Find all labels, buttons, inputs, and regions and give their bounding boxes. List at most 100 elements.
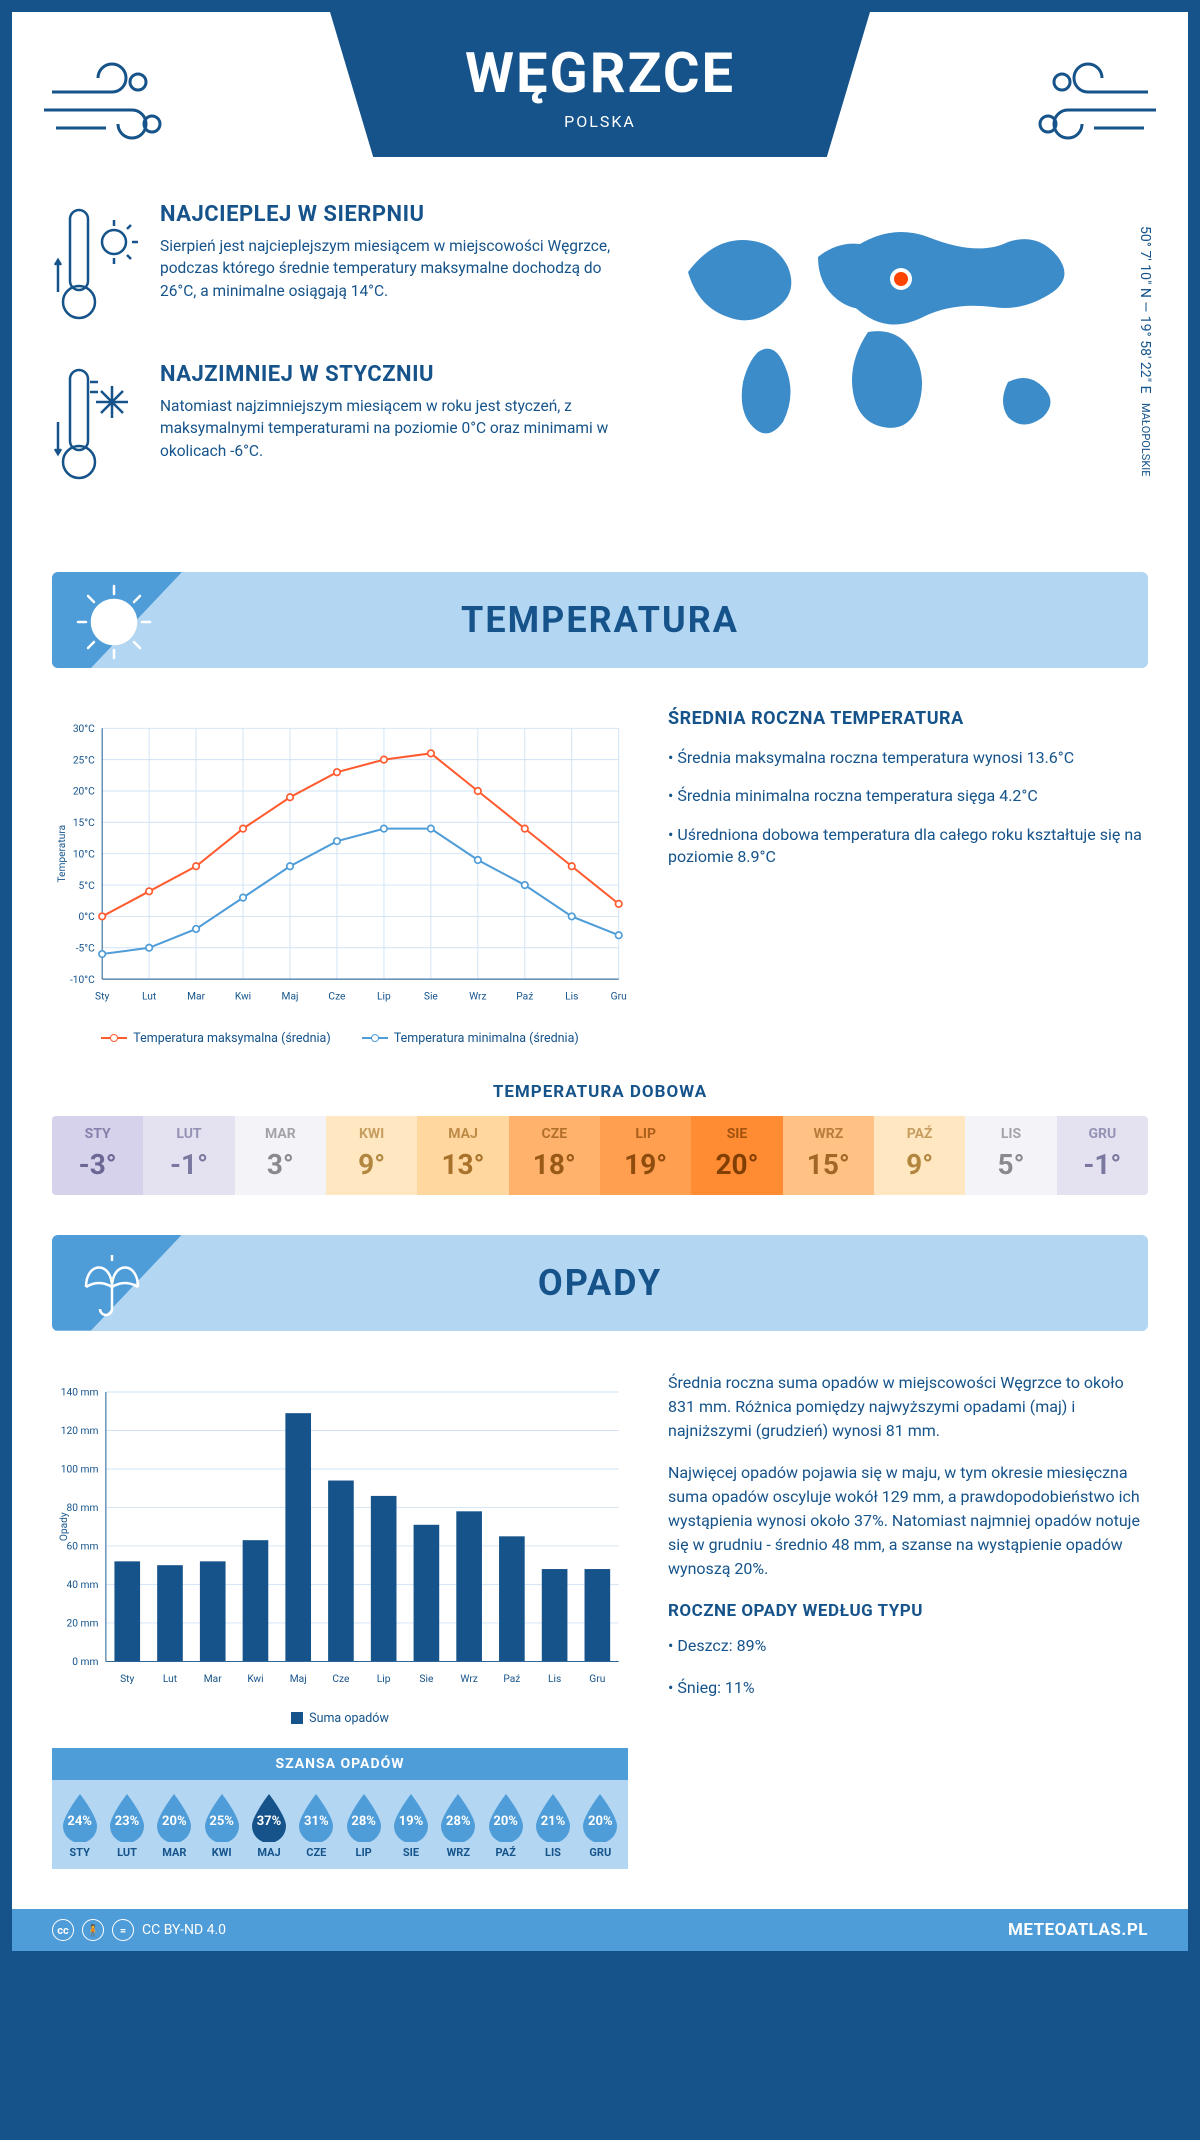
svg-text:Maj: Maj (282, 992, 299, 1003)
daily-temp-title: TEMPERATURA DOBOWA (12, 1082, 1188, 1102)
wind-icon (42, 52, 172, 166)
hottest-text: Sierpień jest najcieplejszym miesiącem w… (160, 235, 628, 302)
svg-text:120 mm: 120 mm (61, 1426, 99, 1437)
by-icon: 🧍 (82, 1919, 104, 1941)
chance-drop: 37% MAJ (245, 1792, 292, 1859)
sun-icon (72, 580, 156, 668)
svg-text:0 mm: 0 mm (72, 1657, 98, 1668)
svg-text:Cze: Cze (328, 992, 346, 1003)
svg-text:0°C: 0°C (79, 912, 96, 923)
coldest-info: NAJZIMNIEJ W STYCZNIU Natomiast najzimni… (52, 362, 628, 496)
svg-text:Gru: Gru (589, 1673, 605, 1684)
temperature-section-banner: TEMPERATURA (52, 572, 1148, 668)
svg-text:Mar: Mar (187, 992, 205, 1003)
chance-drop: 19% SIE (387, 1792, 434, 1859)
svg-text:Opady: Opady (59, 1512, 70, 1541)
svg-text:15°C: 15°C (73, 818, 95, 829)
svg-text:30°C: 30°C (73, 724, 95, 735)
svg-text:Lis: Lis (548, 1673, 561, 1684)
svg-text:Sty: Sty (95, 992, 109, 1003)
chance-drop: 23% LUT (103, 1792, 150, 1859)
location-map: 50° 7' 10" N — 19° 58' 22" E MAŁOPOLSKIE (668, 202, 1148, 522)
svg-text:-5°C: -5°C (76, 943, 95, 954)
daily-temp-cell: MAR3° (235, 1116, 326, 1195)
chance-drop: 31% CZE (293, 1792, 340, 1859)
page-subtitle: POLSKA (400, 112, 800, 131)
wind-icon (1028, 52, 1158, 166)
coordinates: 50° 7' 10" N — 19° 58' 22" E MAŁOPOLSKIE (1134, 226, 1154, 477)
svg-text:Sie: Sie (419, 1673, 434, 1684)
svg-text:Paź: Paź (503, 1673, 520, 1684)
temp-summary-line: • Średnia minimalna roczna temperatura s… (668, 785, 1148, 807)
coldest-text: Natomiast najzimniejszym miesiącem w rok… (160, 395, 628, 462)
chance-drop: 20% MAR (151, 1792, 198, 1859)
svg-text:Maj: Maj (290, 1673, 307, 1684)
daily-temp-cell: CZE18° (509, 1116, 600, 1195)
svg-text:Mar: Mar (204, 1673, 222, 1684)
umbrella-icon (72, 1243, 152, 1327)
precip-summary-para: Najwięcej opadów pojawia się w maju, w t… (668, 1461, 1148, 1581)
svg-text:80 mm: 80 mm (67, 1503, 99, 1514)
precipitation-section-banner: OPADY (52, 1235, 1148, 1331)
svg-text:140 mm: 140 mm (61, 1387, 99, 1398)
precip-type-line: • Deszcz: 89% (668, 1634, 1148, 1658)
temperature-line-chart: -10°C-5°C0°C5°C10°C15°C20°C25°C30°CStyLu… (52, 708, 628, 1046)
svg-text:Temperatura: Temperatura (57, 825, 68, 883)
svg-text:100 mm: 100 mm (61, 1464, 99, 1475)
svg-text:Cze: Cze (332, 1673, 350, 1684)
svg-text:Wrz: Wrz (469, 992, 486, 1003)
precipitation-chance-strip: SZANSA OPADÓW 24% STY 23% LUT 20% MAR 25… (52, 1748, 628, 1869)
svg-text:Sty: Sty (120, 1673, 134, 1684)
svg-text:20 mm: 20 mm (67, 1618, 99, 1629)
chance-drop: 20% PAŹ (482, 1792, 529, 1859)
thermometer-hot-icon (52, 202, 142, 336)
temperature-summary: ŚREDNIA ROCZNA TEMPERATURA • Średnia mak… (668, 708, 1148, 1046)
page-title: WĘGRZCE (400, 40, 800, 106)
svg-text:Lip: Lip (377, 992, 391, 1003)
hottest-title: NAJCIEPLEJ W SIERPNIU (160, 202, 628, 227)
precipitation-heading: OPADY (538, 1262, 662, 1304)
chance-drop: 25% KWI (198, 1792, 245, 1859)
svg-text:Wrz: Wrz (460, 1673, 477, 1684)
world-map-icon (668, 202, 1098, 452)
svg-text:Kwi: Kwi (247, 1673, 263, 1684)
coldest-title: NAJZIMNIEJ W STYCZNIU (160, 362, 628, 387)
chance-drop: 28% LIP (340, 1792, 387, 1859)
chance-drop: 20% GRU (577, 1792, 624, 1859)
daily-temp-cell: LUT-1° (143, 1116, 234, 1195)
svg-text:Lis: Lis (565, 992, 578, 1003)
precip-type-line: • Śnieg: 11% (668, 1676, 1148, 1700)
daily-temp-cell: SIE20° (691, 1116, 782, 1195)
svg-text:Sie: Sie (424, 992, 439, 1003)
svg-text:Kwi: Kwi (235, 992, 251, 1003)
nd-icon: = (112, 1919, 134, 1941)
svg-text:Lut: Lut (163, 1673, 177, 1684)
svg-text:Gru: Gru (611, 992, 627, 1003)
chance-drop: 28% WRZ (435, 1792, 482, 1859)
location-marker-icon (894, 272, 908, 286)
daily-temp-cell: MAJ13° (417, 1116, 508, 1195)
daily-temp-cell: WRZ15° (783, 1116, 874, 1195)
svg-text:40 mm: 40 mm (67, 1580, 99, 1591)
svg-text:Lut: Lut (142, 992, 156, 1003)
daily-temp-cell: PAŹ9° (874, 1116, 965, 1195)
daily-temp-table: STY-3° LUT-1° MAR3° KWI9° MAJ13° CZE18° … (52, 1116, 1148, 1195)
svg-text:Paź: Paź (516, 992, 533, 1003)
temp-summary-line: • Średnia maksymalna roczna temperatura … (668, 747, 1148, 769)
title-ribbon: WĘGRZCE POLSKA (330, 12, 870, 157)
temp-summary-line: • Uśredniona dobowa temperatura dla całe… (668, 824, 1148, 869)
svg-text:20°C: 20°C (73, 787, 95, 798)
daily-temp-cell: GRU-1° (1057, 1116, 1148, 1195)
temperature-heading: TEMPERATURA (461, 599, 739, 641)
hottest-info: NAJCIEPLEJ W SIERPNIU Sierpień jest najc… (52, 202, 628, 336)
header: WĘGRZCE POLSKA (12, 12, 1188, 202)
chance-drop: 21% LIS (529, 1792, 576, 1859)
svg-text:60 mm: 60 mm (67, 1541, 99, 1552)
precipitation-bar-chart: 0 mm 20 mm 40 mm 60 mm 80 mm 100 mm 120 mm 140 … (52, 1371, 628, 1729)
daily-temp-cell: LIP19° (600, 1116, 691, 1195)
daily-temp-cell: STY-3° (52, 1116, 143, 1195)
daily-temp-cell: KWI9° (326, 1116, 417, 1195)
license-badge: cc 🧍 = CC BY-ND 4.0 (52, 1919, 226, 1941)
svg-text:-10°C: -10°C (70, 975, 95, 986)
footer: cc 🧍 = CC BY-ND 4.0 METEOATLAS.PL (12, 1909, 1188, 1951)
